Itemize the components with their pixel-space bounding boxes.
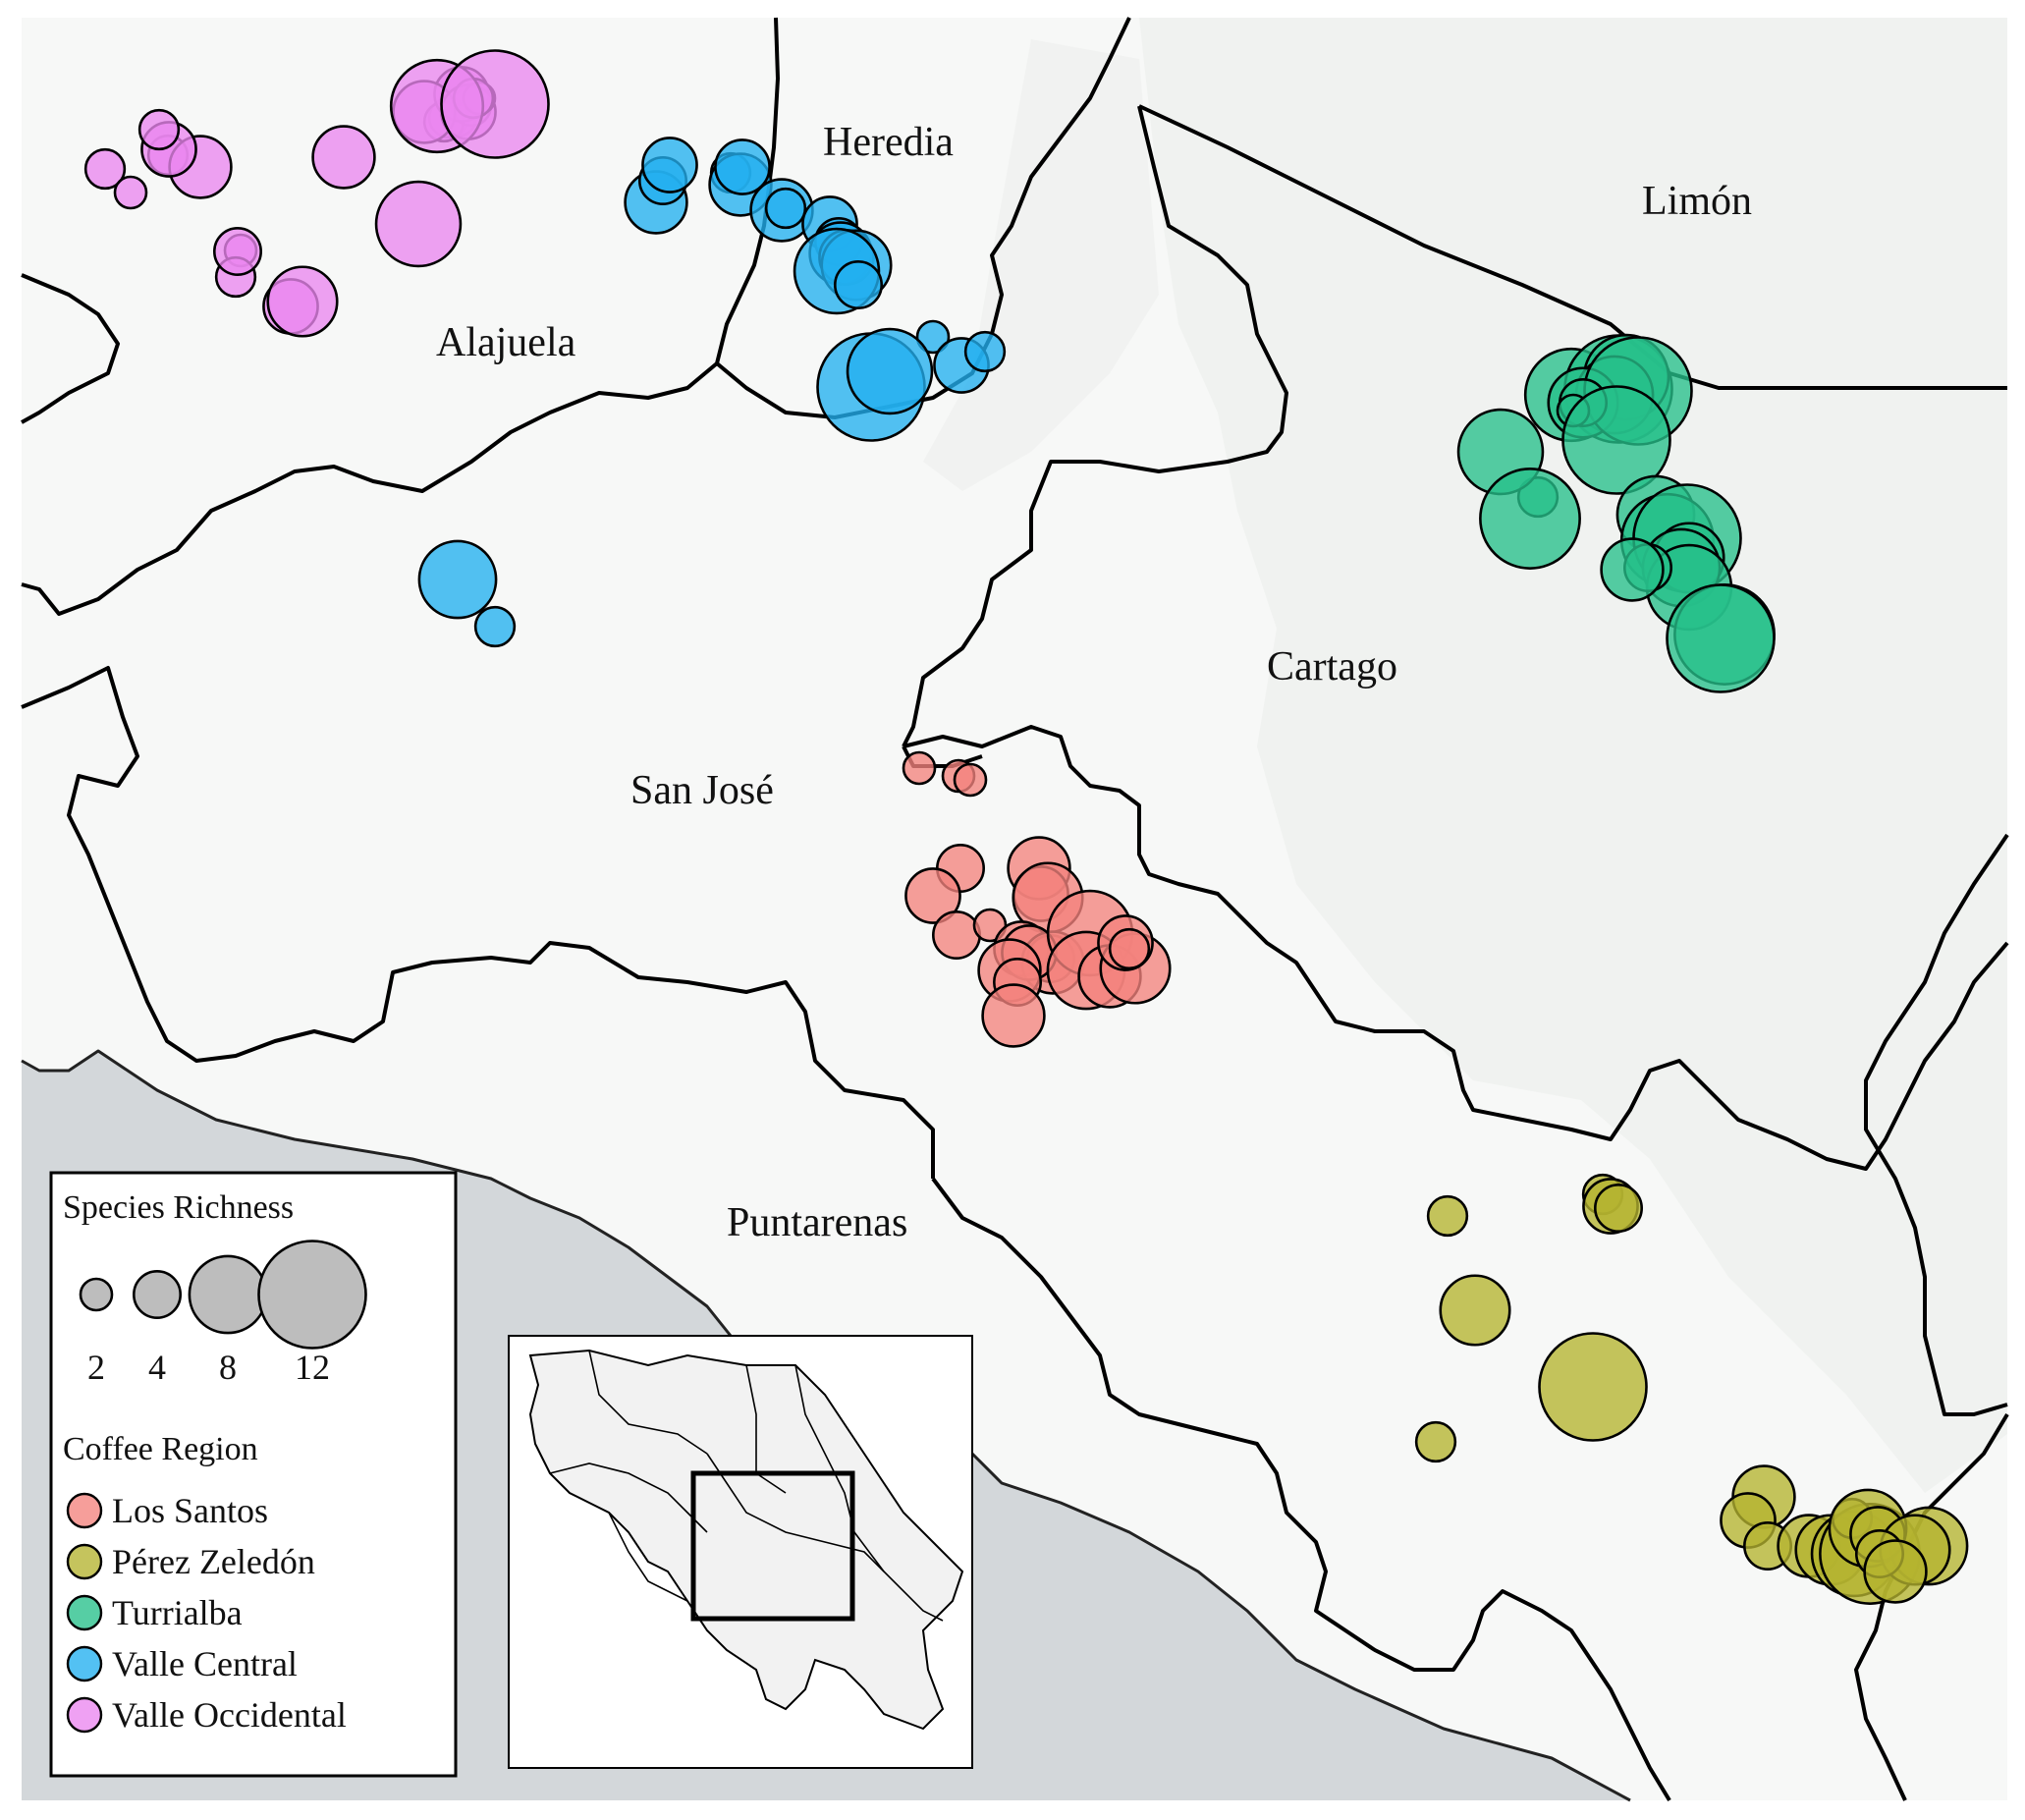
site-marker [1561, 385, 1671, 495]
legend-size-circle [133, 1270, 183, 1320]
province-label-sanjose: San José [630, 768, 774, 813]
site-marker [963, 330, 1007, 373]
inset-country-outline [528, 1349, 964, 1731]
site-marker [1439, 1274, 1511, 1347]
site-marker [931, 910, 981, 960]
inset-extent-box [690, 1470, 855, 1622]
border-sanjose-alajuela-south [21, 666, 935, 1179]
legend-size-circle [188, 1254, 268, 1335]
site-marker [953, 762, 988, 798]
legend-size-samples: 2 4 8 12 [79, 1240, 367, 1387]
legend-size-label: 12 [295, 1348, 330, 1387]
legend-size-circle [79, 1277, 114, 1312]
province-labels: Heredia Limón Alajuela Cartago San José Punta… [436, 120, 1752, 1245]
province-label-puntarenas: Puntarenas [727, 1200, 907, 1245]
border-limon-cartago-east [1864, 833, 2009, 1416]
legend-region-label: Valle Occidental [112, 1695, 347, 1735]
legend-region-swatch [66, 1543, 103, 1580]
legend-region-swatch [66, 1492, 103, 1529]
site-marker [714, 138, 771, 195]
legend-size-label: 2 [87, 1348, 105, 1387]
legend-region-label: Valle Central [112, 1644, 298, 1683]
site-marker [113, 175, 148, 210]
border-cartago-sanjose [903, 725, 2009, 1171]
inset-province-lines [549, 1350, 944, 1622]
site-marker [213, 227, 263, 277]
site-marker [764, 187, 807, 230]
site-marker [915, 319, 951, 355]
coastline [21, 1049, 1631, 1802]
border-heredia-sanjose [715, 17, 1131, 419]
legend-region-label: Turrialba [112, 1593, 243, 1632]
site-marker [1863, 1539, 1928, 1604]
legend-size-label: 8 [219, 1348, 237, 1387]
site-marker [1666, 583, 1776, 693]
site-marker [846, 327, 934, 415]
site-marker [1538, 1332, 1648, 1442]
legend-region-title: Coffee Region [63, 1431, 258, 1467]
legend-region-label: Los Santos [112, 1491, 268, 1530]
legend-region-entries: Los Santos Pérez Zeledón Turrialba Valle Ce… [66, 1491, 347, 1735]
province-label-cartago: Cartago [1267, 644, 1397, 689]
site-marker [311, 125, 376, 190]
border-alajuela-heredia [21, 17, 780, 616]
site-marker [440, 49, 550, 159]
legend-size-circle [257, 1240, 367, 1350]
site-marker [981, 983, 1046, 1048]
site-marker [641, 137, 698, 193]
site-marker [1594, 1184, 1644, 1234]
site-marker [1426, 1194, 1469, 1238]
border-heredia-limon [1138, 104, 2007, 390]
sampling-sites [83, 49, 1969, 1605]
border-cartago-heredia [902, 105, 1288, 747]
site-marker [833, 259, 883, 309]
legend-region-swatch [66, 1696, 103, 1734]
legend-region-label: Pérez Zeledón [112, 1542, 315, 1581]
province-label-alajuela: Alajuela [436, 320, 576, 365]
legend-region-swatch [66, 1645, 103, 1682]
site-marker [1108, 927, 1151, 970]
inset-map [508, 1335, 973, 1769]
legend-region-swatch [66, 1594, 103, 1631]
province-label-heredia: Heredia [823, 120, 954, 165]
province-borders [21, 17, 2009, 1802]
province-label-limon: Limón [1642, 179, 1752, 224]
legend-size-label: 4 [148, 1348, 166, 1387]
site-marker [417, 539, 498, 620]
site-marker [1414, 1420, 1457, 1463]
site-marker [904, 867, 961, 924]
site-marker [374, 180, 463, 268]
legend-size-title: Species Richness [63, 1189, 294, 1226]
site-marker [473, 605, 517, 648]
site-marker [1600, 537, 1665, 602]
site-marker [902, 750, 937, 786]
site-marker [83, 147, 127, 191]
site-marker [1479, 468, 1581, 570]
site-marker [266, 265, 339, 338]
border-alajuela-west [21, 273, 120, 424]
site-marker [137, 108, 181, 151]
legend: Species Richness 2 4 8 12 Coffee Region Los… [49, 1171, 458, 1778]
border-sanjose-puntarenas [931, 1177, 1671, 1802]
legend-box [49, 1171, 458, 1778]
